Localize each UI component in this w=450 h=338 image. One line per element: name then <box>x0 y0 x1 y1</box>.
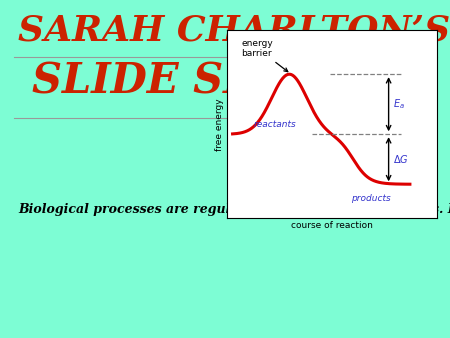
Text: $\Delta G$: $\Delta G$ <box>393 153 409 165</box>
Text: reactants: reactants <box>254 120 297 129</box>
Text: $E_a$: $E_a$ <box>393 97 405 111</box>
X-axis label: course of reaction: course of reaction <box>291 221 373 230</box>
Text: Biological processes are regulated by the action of enzymes. Enzymes as proteins: Biological processes are regulated by th… <box>18 203 450 216</box>
Text: energy
barrier: energy barrier <box>242 39 288 72</box>
Text: SLIDE SHOW!: SLIDE SHOW! <box>32 61 363 103</box>
Text: SARAH CHARLTON’S: SARAH CHARLTON’S <box>18 14 450 48</box>
Y-axis label: free energy: free energy <box>216 98 225 150</box>
Text: products: products <box>351 194 391 203</box>
